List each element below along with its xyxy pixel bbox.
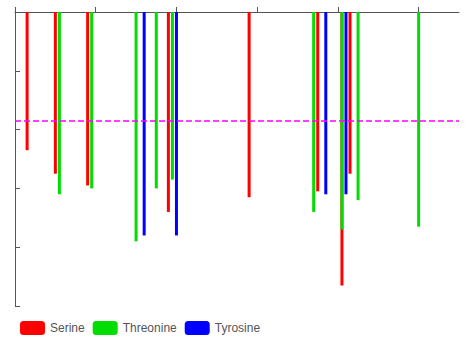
svg-text:Threonine: Threonine xyxy=(123,321,177,335)
svg-text:Tyrosine: Tyrosine xyxy=(215,321,261,335)
svg-text:Serine: Serine xyxy=(50,321,85,335)
